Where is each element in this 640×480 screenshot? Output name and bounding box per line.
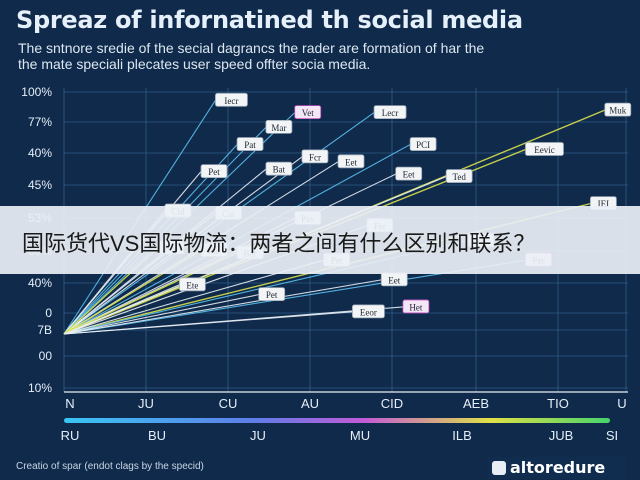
y-tick-label-1: 77%: [28, 115, 52, 129]
series-label-29: Eeor: [360, 307, 377, 317]
brand-logo: altoredure: [488, 457, 626, 479]
series-label-3: Muk: [609, 106, 627, 116]
y-tick-label-7: 0: [45, 306, 52, 320]
x-tick-label-bottom-2: JU: [250, 428, 266, 443]
y-tick-label-10: 10%: [28, 381, 52, 395]
gradient-color-bar: [64, 418, 610, 423]
series-label-box-9: [337, 154, 365, 169]
y-tick-label-2: 40%: [28, 146, 52, 160]
x-tick-label-bottom-5: JUB: [549, 428, 574, 443]
series-label-11: Bat: [273, 165, 286, 175]
y-tick-label-9: 00: [39, 349, 53, 363]
series-label-13: Ted: [452, 172, 466, 182]
series-label-box-2: [373, 105, 407, 119]
series-label-box-7: [409, 137, 437, 151]
series-label-box-13: [445, 169, 473, 183]
banner-text: 国际货代VS国际物流：两者之间有什么区别和联系？: [22, 231, 536, 256]
series-label-25: Eet: [388, 275, 400, 285]
series-label-27: Pet: [266, 290, 278, 300]
x-tick-label-bottom-0: RU: [61, 428, 80, 443]
y-tick-label-0: 100%: [21, 85, 52, 99]
series-label-box-5: [236, 137, 264, 151]
series-label-box-27: [258, 287, 286, 302]
x-tick-label-top-7: U: [617, 396, 626, 411]
series-label-box-29: [352, 304, 385, 319]
series-label-4: Mar: [271, 123, 286, 133]
series-label-7: PCI: [416, 140, 430, 150]
page-subtitle: The sntnore sredie of the secial dagranc…: [18, 40, 618, 72]
series-label-12: Eet: [403, 170, 415, 180]
subtitle-line-2: the mate speciali plecates user speed of…: [18, 56, 371, 72]
series-line-25: [63, 279, 382, 335]
series-label-box-8: [525, 142, 564, 156]
x-tick-label-top-1: JU: [138, 396, 154, 411]
series-line-26: [63, 284, 180, 335]
series-label-9: Eet: [345, 157, 357, 167]
series-line-29: [63, 311, 353, 335]
series-label-6: Fcr: [309, 152, 321, 162]
series-label-18: IEI: [598, 199, 610, 209]
x-tick-label-top-3: AU: [301, 396, 319, 411]
series-label-box-3: [604, 102, 632, 117]
y-tick-label-3: 45%: [28, 178, 52, 192]
series-label-box-12: [395, 166, 423, 181]
series-label-box-0: [215, 92, 248, 107]
y-tick-label-8: 7B: [37, 323, 52, 337]
x-tick-label-bottom-4: ILB: [452, 428, 472, 443]
x-axis-ticks: N JU CU AU CID AEB TIO U RU BU JU MU ILB JUB SI: [61, 396, 627, 443]
series-label-10: Pet: [208, 167, 220, 177]
x-tick-label-top-0: N: [65, 396, 74, 411]
series-label-box-28: [402, 299, 430, 314]
x-tick-label-top-5: AEB: [463, 396, 489, 411]
series-label-2: Lecr: [382, 108, 398, 118]
series-label-box-4: [265, 119, 293, 134]
series-label-28: Het: [409, 302, 422, 312]
series-label-box-6: [301, 149, 329, 164]
x-tick-label-bottom-1: BU: [148, 428, 166, 443]
series-label-8: Eevic: [534, 145, 555, 155]
series-line-27: [63, 294, 259, 335]
series-label-box-1: [294, 105, 322, 119]
x-tick-label-bottom-3: MU: [350, 428, 370, 443]
x-tick-label-bottom-6: SI: [606, 428, 618, 443]
x-tick-label-top-2: CU: [219, 396, 238, 411]
series-label-box-26: [178, 277, 206, 292]
series-label-5: Pat: [244, 140, 256, 150]
overlay-banner: [0, 206, 640, 274]
y-tick-label-6: 40%: [28, 276, 52, 290]
series-label-1: Vet: [302, 108, 314, 118]
series-label-box-10: [200, 164, 228, 179]
page-title: Spreaz of infornatined th social media: [16, 6, 523, 34]
logo-text: altoredure: [510, 458, 606, 477]
series-label-box-11: [265, 161, 293, 176]
subtitle-line-1: The sntnore sredie of the secial dagranc…: [18, 40, 485, 56]
x-tick-label-top-4: CID: [381, 396, 403, 411]
series-label-26: Ete: [186, 280, 198, 290]
chart-caption: Creatio of spar (endot clags by the spec…: [16, 461, 204, 472]
series-label-0: Iecr: [224, 96, 238, 106]
logo-icon: [492, 461, 506, 475]
x-tick-label-top-6: TIO: [547, 396, 569, 411]
